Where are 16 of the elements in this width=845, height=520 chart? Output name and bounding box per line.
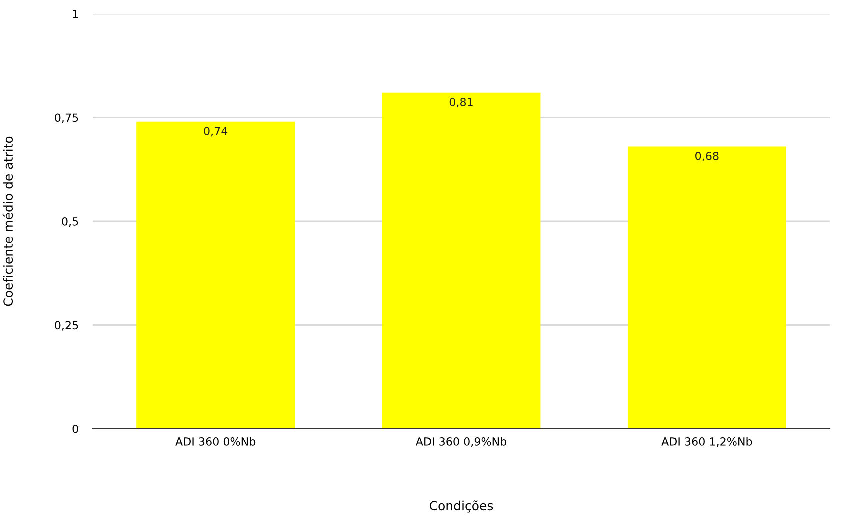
y-tick-label: 1 bbox=[73, 10, 78, 18]
bar bbox=[628, 146, 786, 429]
data-label: 0,74 bbox=[204, 127, 228, 137]
bar bbox=[136, 122, 296, 429]
bar bbox=[382, 92, 541, 429]
y-tick-label: 0,25 bbox=[55, 321, 78, 331]
y-tick-label: 0,5 bbox=[62, 217, 78, 228]
data-label: 0,81 bbox=[450, 98, 473, 108]
y-tick-label: 0,75 bbox=[55, 114, 78, 124]
x-tick-label: ADI 360 1,2%Nb bbox=[662, 437, 752, 448]
y-axis-title: Coeficiente médio de atrito bbox=[2, 136, 14, 306]
x-tick-label: ADI 360 0%Nb bbox=[176, 437, 256, 446]
x-tick-label: ADI 360 0,9%Nb bbox=[416, 437, 507, 448]
data-label: 0,68 bbox=[696, 152, 719, 162]
x-axis-title: Condições bbox=[430, 500, 494, 513]
y-tick-label: 0 bbox=[72, 424, 78, 434]
